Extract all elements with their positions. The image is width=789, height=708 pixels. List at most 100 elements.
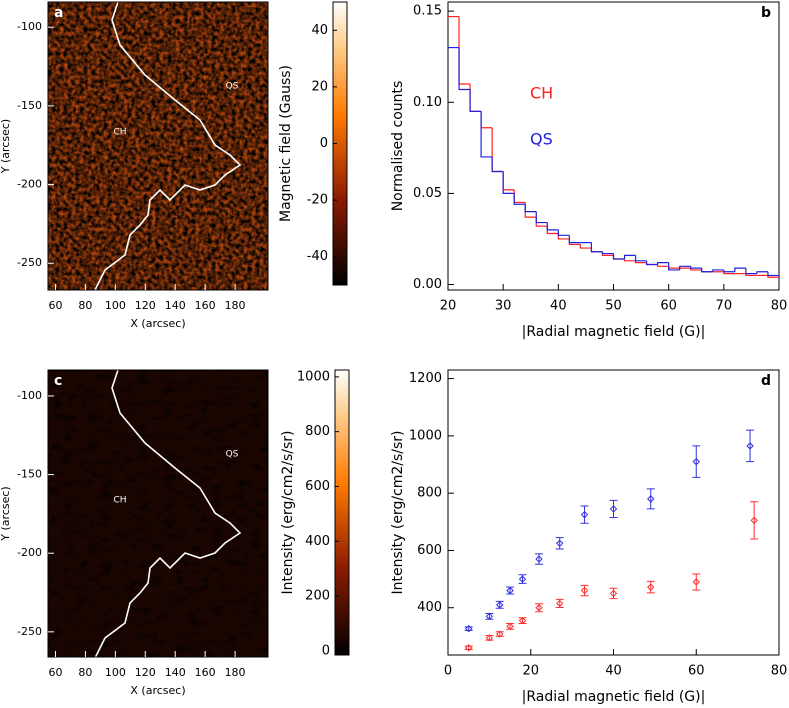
histogram-step — [546, 222, 559, 231]
histogram-step — [612, 253, 625, 260]
histogram-step — [623, 259, 636, 262]
x-axis-label: |Radial magnetic field (G)| — [522, 689, 706, 705]
annotation: CH — [113, 128, 126, 138]
histogram-step — [690, 268, 702, 271]
y-axis-label: Intensity (erg/cm2/s/sr) — [390, 430, 406, 594]
histogram-step — [535, 211, 548, 224]
panel-label: c — [54, 373, 62, 389]
x-tick-label: 80 — [771, 299, 788, 314]
legend-label: CH — [530, 84, 553, 103]
x-tick-label: 180 — [225, 666, 246, 679]
data-point — [609, 589, 618, 598]
data-point — [518, 575, 527, 583]
data-point — [750, 516, 758, 525]
histogram-step — [679, 265, 691, 270]
x-tick-label: 100 — [105, 666, 126, 679]
error-bar — [646, 580, 655, 594]
annotation: QS — [226, 82, 239, 92]
error-bar — [609, 499, 618, 519]
histogram-step — [734, 267, 746, 272]
histogram-step — [480, 111, 493, 158]
colorbar-tick-label: 40 — [311, 23, 328, 38]
histogram-step — [767, 271, 779, 277]
histogram-step — [745, 273, 757, 277]
plot-frame — [47, 369, 269, 658]
y-tick-label: -150 — [17, 468, 42, 481]
colorbar-label: Magnetic field (Gauss) — [278, 65, 294, 222]
y-tick-label: -200 — [17, 178, 42, 191]
colorbar-tick-label: 200 — [305, 589, 330, 604]
histogram-step — [524, 202, 537, 218]
colorbar-tick-label: 20 — [311, 79, 328, 94]
y-tick-label: 600 — [417, 543, 442, 558]
colorbar-label: Intensity (erg/cm2/s/sr) — [280, 430, 296, 594]
colorbar-tick-label: 600 — [305, 479, 330, 494]
histogram-step — [524, 204, 537, 213]
x-axis-label: X (arcsec) — [130, 684, 185, 697]
histogram-step — [668, 262, 680, 271]
data-point — [609, 505, 618, 513]
histogram-step — [756, 271, 768, 274]
histogram-step — [745, 268, 757, 275]
histogram-step — [601, 251, 614, 255]
y-tick-label: -200 — [17, 546, 42, 559]
y-tick-label: 1000 — [409, 428, 442, 443]
histogram-step — [557, 229, 570, 236]
x-tick-label: 30 — [495, 299, 512, 314]
colorbar-tick-label: 0 — [320, 136, 328, 151]
histogram-step — [535, 217, 548, 227]
x-tick-label: 160 — [195, 666, 216, 679]
data-point — [647, 495, 655, 503]
data-point — [580, 586, 589, 595]
x-tick-label: 100 — [105, 299, 126, 312]
y-tick-label: 0.10 — [413, 95, 442, 110]
panel-label: d — [761, 373, 771, 389]
histogram-step — [513, 189, 526, 204]
data-point — [746, 442, 754, 450]
histogram-step — [502, 171, 515, 191]
histogram-step — [480, 111, 493, 129]
y-tick-label: 0.15 — [413, 4, 442, 19]
colorbar-tick-label: -40 — [307, 249, 328, 264]
histogram-step — [491, 156, 504, 173]
histogram-step — [568, 238, 581, 246]
error-bar — [555, 537, 564, 550]
y-axis-label: Y (arcsec) — [0, 486, 12, 541]
x-tick-label: 60 — [688, 664, 705, 679]
x-tick-label: 20 — [522, 664, 539, 679]
annotation: CH — [113, 496, 126, 506]
error-bar — [746, 429, 755, 463]
x-tick-label: 80 — [78, 299, 92, 312]
data-point — [506, 622, 514, 631]
data-point — [692, 457, 700, 466]
y-axis-label: Normalised counts — [390, 81, 406, 212]
error-bar — [464, 645, 473, 651]
x-tick-label: 140 — [165, 299, 186, 312]
x-tick-label: 50 — [605, 299, 622, 314]
error-bar — [750, 501, 759, 540]
x-tick-label: 140 — [165, 666, 186, 679]
histogram-step — [767, 275, 779, 278]
error-bar — [485, 635, 494, 641]
error-bar — [495, 631, 504, 637]
data-point — [535, 555, 543, 563]
histogram-step — [568, 235, 581, 244]
y-tick-label: -250 — [17, 625, 42, 638]
histogram-step — [469, 89, 482, 112]
y-axis-label: Y (arcsec) — [0, 119, 12, 174]
histogram-step — [590, 242, 603, 253]
y-tick-label: 400 — [417, 600, 442, 615]
data-point — [496, 630, 504, 638]
histogram-step — [657, 264, 669, 267]
histogram-step — [657, 262, 669, 265]
plot-frame — [47, 1, 269, 291]
annotation: QS — [226, 450, 239, 460]
histogram-step — [634, 255, 647, 262]
data-point — [485, 634, 494, 642]
data-point — [464, 624, 473, 633]
histogram-step — [723, 269, 735, 273]
data-point — [580, 510, 589, 519]
x-tick-label: 0 — [444, 664, 452, 679]
histogram-step — [701, 268, 713, 273]
histogram-step — [469, 84, 482, 112]
